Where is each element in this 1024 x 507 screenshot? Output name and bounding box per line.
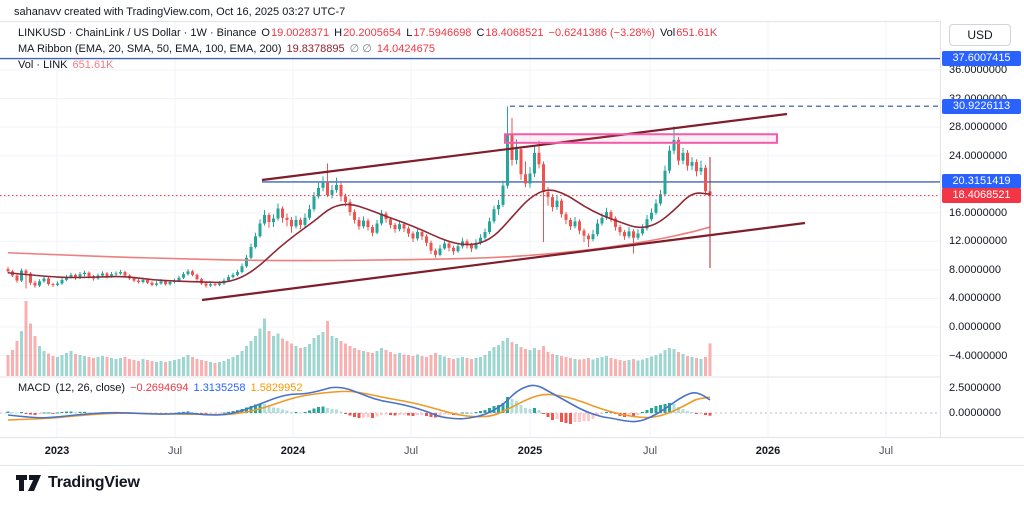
price-axis[interactable]: 36.000000032.000000028.000000024.0000000…: [941, 21, 1024, 437]
tradingview-logo-icon: [16, 475, 41, 491]
macd-hist-value: −0.2694694: [130, 382, 189, 394]
price-tick-label: −4.0000000: [949, 349, 1008, 362]
volume-series: [6, 301, 712, 376]
open-value: 19.0028371: [270, 27, 330, 39]
candlestick-series: [6, 106, 712, 289]
price-tick-label: 8.0000000: [949, 263, 1001, 276]
high-label: H: [334, 27, 343, 39]
macd-tick-label: 0.0000000: [949, 407, 1001, 419]
time-axis-label: 2023: [44, 445, 70, 457]
time-axis-label: Jul: [642, 445, 658, 457]
volume-indicator-title: Vol · LINK: [18, 59, 68, 71]
volume-indicator-value: 651.61K: [72, 59, 114, 71]
time-axis-label: 2025: [517, 445, 543, 457]
macd-signal-value: 1.5829952: [250, 382, 303, 394]
ema20-line: [7, 189, 711, 284]
ma-ribbon-empty-values: ∅ ∅: [349, 43, 372, 55]
volume-label: Vol: [659, 27, 676, 39]
low-label: L: [406, 27, 413, 39]
volume-legend-row[interactable]: Vol · LINK 651.61K: [18, 59, 114, 71]
low-value: 17.5946698: [413, 27, 472, 39]
chart-top-border: [0, 21, 1024, 22]
high-value: 20.2005654: [343, 27, 402, 39]
tradingview-logo-text: TradingView: [48, 474, 140, 491]
chart-canvas[interactable]: [0, 0, 940, 465]
time-axis-label: 2024: [280, 445, 306, 457]
price-tick-label: 4.0000000: [949, 292, 1001, 305]
price-tick-label: 28.0000000: [949, 121, 1008, 134]
open-label: O: [261, 27, 270, 39]
grid-lines: [0, 22, 940, 437]
resistance-zone-rectangle[interactable]: [504, 133, 778, 144]
price-badge: 37.6007415: [942, 51, 1021, 67]
close-label: C: [476, 27, 485, 39]
ma-ribbon-value-1: 19.8378895: [286, 43, 345, 55]
price-badge: 30.9226113: [942, 98, 1021, 114]
macd-title: MACD: [18, 382, 51, 394]
price-tick-label: 16.0000000: [949, 206, 1008, 219]
symbol-legend-row[interactable]: LINKUSD · ChainLink / US Dollar · 1W · B…: [18, 27, 717, 39]
macd-line-value: 1.3135258: [193, 382, 246, 394]
time-axis-label: Jul: [878, 445, 894, 457]
ema200-line: [7, 226, 711, 262]
close-value: 18.4068521: [485, 27, 544, 39]
macd-params: (12, 26, close): [55, 382, 126, 394]
price-axis-border: [940, 21, 941, 464]
volume-value: 651.61K: [676, 27, 718, 39]
macd-legend-row[interactable]: MACD (12, 26, close) −0.2694694 1.313525…: [18, 382, 303, 394]
currency-usd-button[interactable]: USD: [949, 24, 1011, 46]
price-tick-label: 12.0000000: [949, 235, 1008, 248]
attribution-text: sahanavv created with TradingView.com, O…: [14, 6, 346, 18]
time-axis-label: Jul: [167, 445, 183, 457]
horizontal-level-lines[interactable]: [0, 57, 940, 183]
macd-tick-label: 2.5000000: [949, 382, 1001, 394]
ma-ribbon-legend-row[interactable]: MA Ribbon (EMA, 20, SMA, 50, EMA, 100, E…: [18, 42, 435, 55]
ma-ribbon-value-2: 14.0424675: [376, 43, 435, 55]
macd-main-line: [7, 384, 711, 423]
price-tick-label: 24.0000000: [949, 149, 1008, 162]
price-tick-label: 36.0000000: [949, 64, 1008, 76]
trendline-drawings[interactable]: [201, 112, 806, 302]
symbol-title: LINKUSD · ChainLink / US Dollar · 1W · B…: [18, 27, 257, 39]
price-badge: 20.3151419: [942, 174, 1021, 190]
tradingview-logo[interactable]: TradingView: [16, 474, 140, 492]
price-tick-label: 0.0000000: [949, 321, 1001, 333]
ma-ribbon-title: MA Ribbon (EMA, 20, SMA, 50, EMA, 100, E…: [18, 43, 282, 55]
time-axis[interactable]: 2023 Jul 2024 Jul 2025 Jul 2026 Jul: [0, 437, 1024, 466]
change-value: −0.6241386 (−3.28%): [548, 27, 655, 39]
price-badge: 18.4068521: [942, 188, 1021, 204]
time-axis-label: 2026: [755, 445, 781, 457]
time-axis-label: Jul: [403, 445, 419, 457]
